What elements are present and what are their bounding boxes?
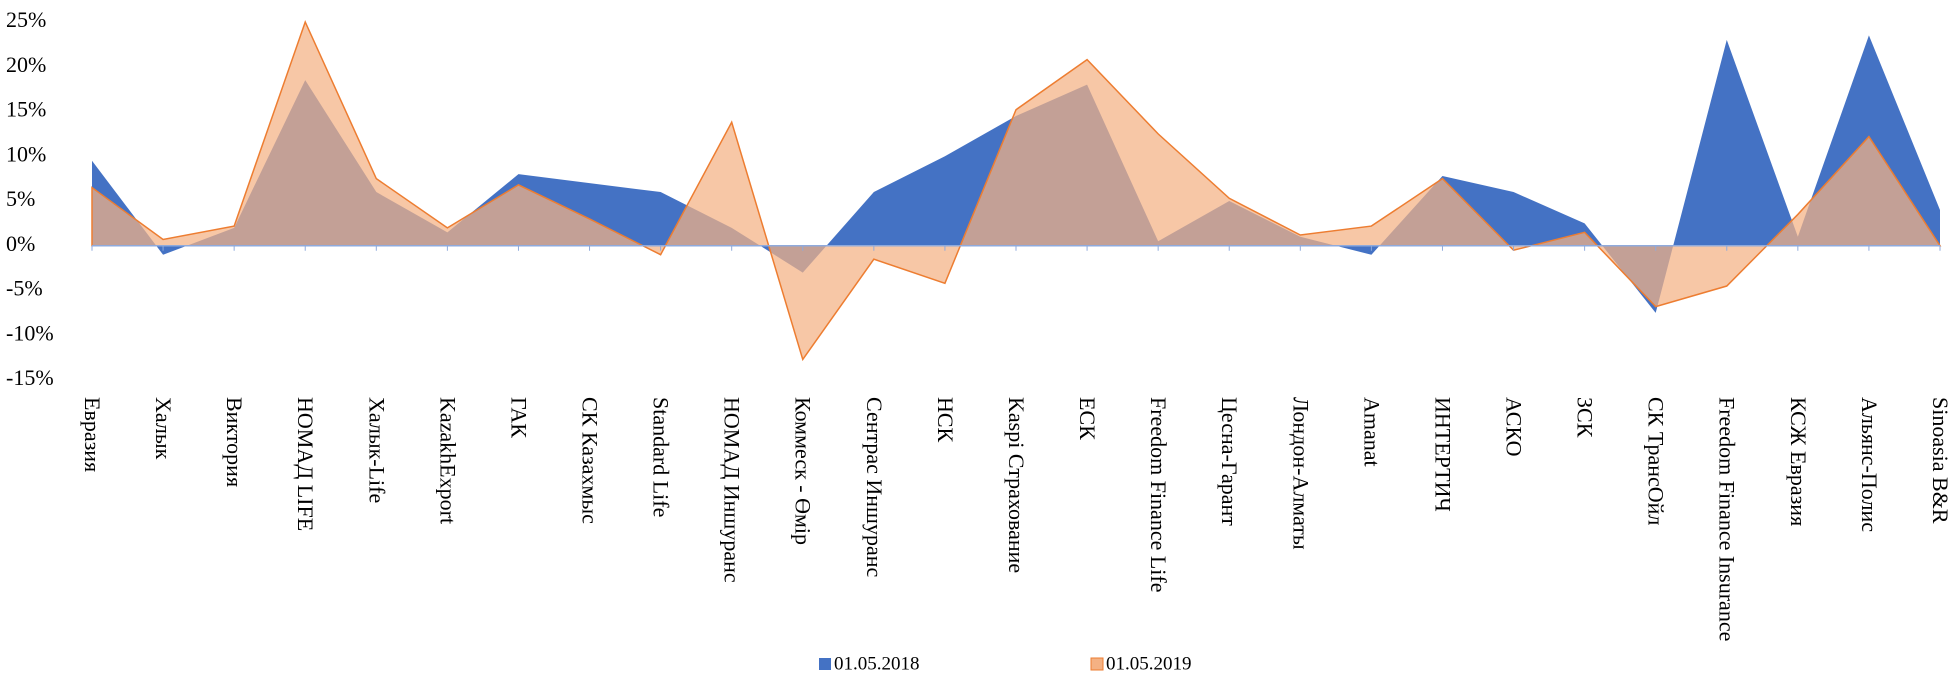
x-tick-label: СК Казахмыс bbox=[577, 397, 602, 524]
y-tick-label: 0% bbox=[6, 231, 35, 256]
x-tick-label: Сентрас Иншуранс bbox=[862, 397, 887, 578]
y-tick-label: 25% bbox=[6, 7, 46, 32]
x-tick-label: Amanat bbox=[1359, 397, 1384, 467]
x-tick-label: ИНТЕРТИЧ bbox=[1430, 397, 1455, 512]
legend-label: 01.05.2019 bbox=[1106, 653, 1192, 674]
x-tick-label: KazakhExport bbox=[435, 397, 460, 524]
legend-swatch bbox=[1090, 657, 1104, 671]
x-tick-label: АСКО bbox=[1501, 397, 1526, 456]
x-tick-label: Евразия bbox=[80, 397, 105, 472]
legend-swatch bbox=[819, 658, 831, 670]
y-tick-label: -10% bbox=[6, 320, 54, 345]
y-tick-label: -15% bbox=[6, 365, 54, 390]
x-tick-label: Standard Life bbox=[649, 397, 674, 517]
y-tick-label: 20% bbox=[6, 52, 46, 77]
x-tick-label: Халык-Life bbox=[364, 397, 389, 503]
x-tick-label: Freedom Finance Insurance bbox=[1715, 397, 1740, 641]
x-tick-label: НОМАД LIFE bbox=[293, 397, 318, 531]
y-tick-label: 10% bbox=[6, 141, 46, 166]
y-tick-label: 5% bbox=[6, 186, 35, 211]
x-tick-label: Виктория bbox=[222, 397, 247, 487]
legend-label: 01.05.2018 bbox=[834, 653, 920, 674]
x-tick-label: ЗСК bbox=[1573, 397, 1598, 438]
x-tick-label: КСЖ Евразия bbox=[1786, 397, 1811, 526]
x-tick-label: Freedom Finance Life bbox=[1146, 397, 1171, 593]
x-tick-label: Цесна-Гарант bbox=[1217, 397, 1242, 526]
x-tick-label: ЕСК bbox=[1075, 397, 1100, 440]
y-tick-label: 15% bbox=[6, 97, 46, 122]
x-tick-label: НОМАД Иншуранс bbox=[720, 397, 745, 583]
x-tick-label: Коммеск - Өмір bbox=[791, 397, 816, 545]
x-tick-label: Альянс-Полис bbox=[1857, 397, 1882, 532]
area bbox=[91, 19, 1942, 362]
x-tick-label: Халык bbox=[151, 397, 176, 460]
y-tick-label: -5% bbox=[6, 276, 43, 301]
x-tick-label: ГАК bbox=[506, 397, 531, 438]
x-tick-label: Лондон-Алматы bbox=[1288, 397, 1313, 550]
x-tick-label: СК ТрансОйл bbox=[1644, 397, 1669, 525]
x-tick-label: Kaspi Страхование bbox=[1004, 397, 1029, 573]
x-tick-label: НСК bbox=[933, 397, 958, 443]
x-tick-label: Sinoasia B&R bbox=[1928, 397, 1953, 524]
